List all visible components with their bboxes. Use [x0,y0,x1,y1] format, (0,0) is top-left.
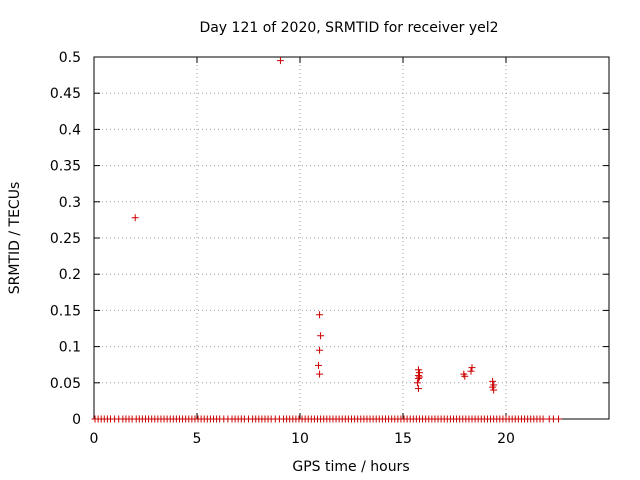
data-point [467,367,475,375]
y-tick-label: 0.15 [50,303,81,319]
data-point [414,374,422,382]
data-point [316,370,324,378]
data-point [316,311,324,319]
x-tick-label: 15 [394,431,412,447]
data-point [415,373,423,381]
y-tick-label: 0.45 [50,86,81,102]
plot-frame [93,56,610,420]
axis-ticks: 0 0.05 0.1 0.15 0.2 0.25 0.3 0.35 0.4 0.45 0.5 0 5 10… [50,50,609,447]
x-tick-label: 20 [497,431,515,447]
y-tick-label: 0.4 [59,122,81,138]
data-point [316,346,324,354]
y-tick-label: 0.1 [59,340,81,356]
y-tick-label: 0 [72,412,81,428]
x-tick-label: 10 [291,431,309,447]
x-axis-title: GPS time / hours [292,459,409,475]
y-tick-label: 0.25 [50,231,81,247]
y-tick-label: 0.2 [59,267,81,283]
x-tick-label: 0 [90,431,99,447]
data-point [413,379,421,387]
y-tick-label: 0.35 [50,159,81,175]
y-tick-label: 0.5 [59,50,81,66]
data-point [555,415,563,423]
data-point [489,383,497,391]
data-point [315,361,323,369]
data-point [131,214,139,222]
x-tick-label: 5 [193,431,202,447]
data-point [490,386,498,394]
chart-title: Day 121 of 2020, SRMTID for receiver yel… [199,20,498,36]
y-tick-label: 0.3 [59,195,81,211]
data-point [317,332,325,340]
y-tick-label: 0.05 [50,376,81,392]
data-point [468,364,476,372]
data-point [539,415,547,423]
data-point [414,385,422,393]
y-axis-title: SRMTID / TECUs [7,182,23,295]
data-points [91,57,563,423]
data-point [276,57,284,65]
grid [94,57,609,419]
data-point [461,372,469,380]
